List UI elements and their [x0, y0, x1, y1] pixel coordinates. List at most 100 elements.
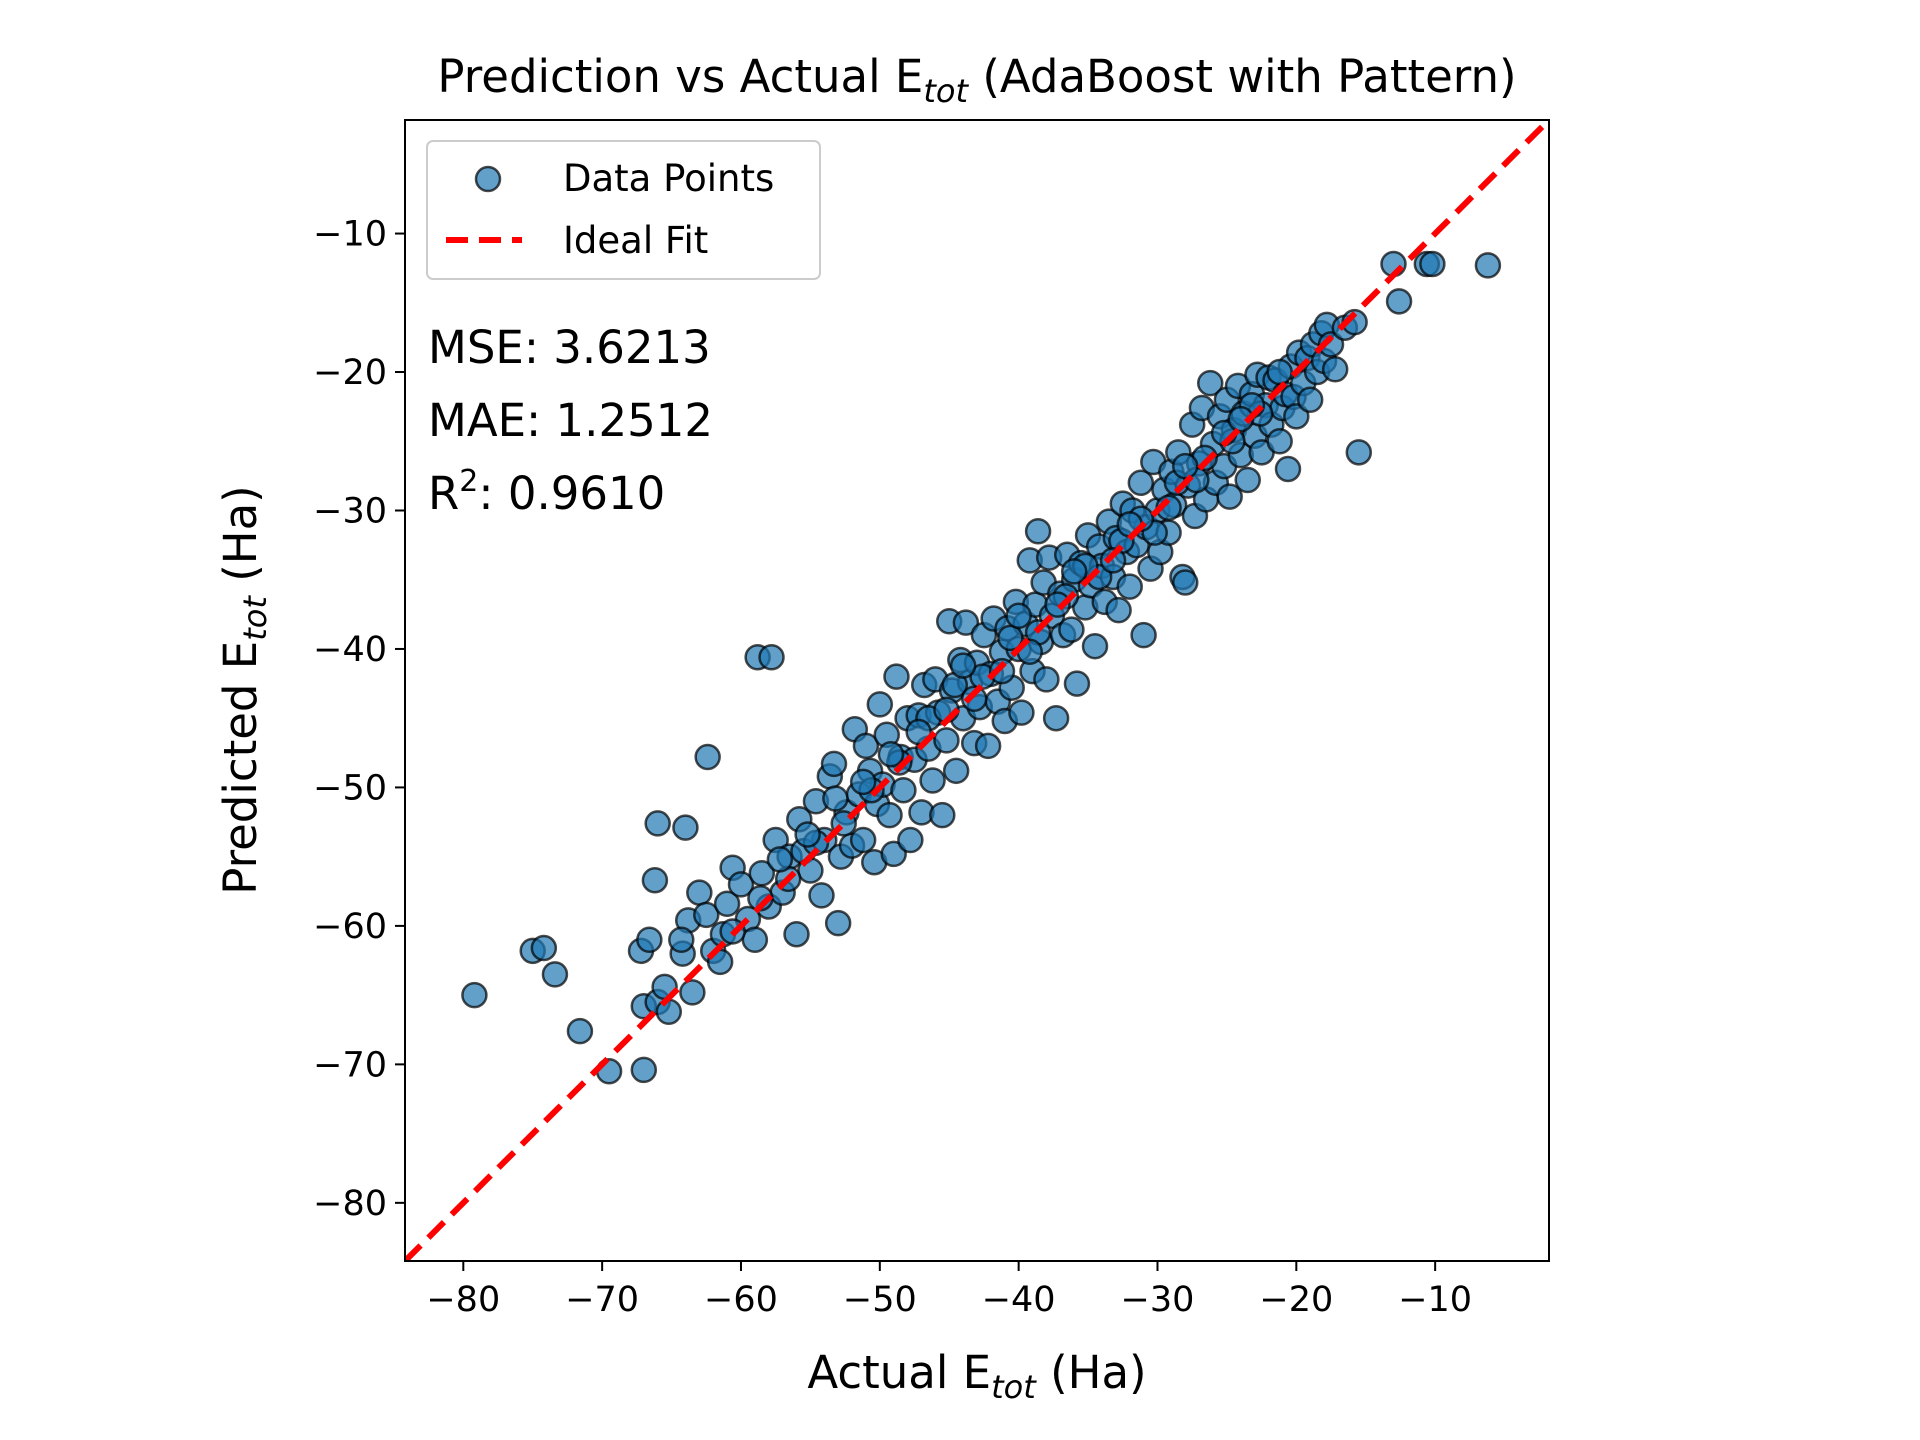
data-point: [1105, 596, 1132, 624]
data-point: [933, 727, 960, 754]
data-point: [1130, 621, 1157, 649]
data-point: [949, 652, 977, 679]
y-tick-label: −80: [313, 1184, 387, 1224]
data-point: [1321, 355, 1349, 383]
data-point: [727, 871, 755, 898]
mse-annotation: MSE: 3.6213: [428, 321, 711, 374]
data-point: [1196, 369, 1224, 397]
data-point: [686, 879, 713, 906]
data-point: [952, 609, 980, 636]
data-point: [824, 909, 852, 937]
legend-label-data-points: Data Points: [563, 157, 774, 200]
data-point: [905, 718, 932, 746]
data-point: [694, 743, 721, 771]
data-point: [644, 810, 671, 837]
data-point: [530, 934, 558, 962]
legend-frame: [426, 140, 821, 280]
y-tick-label: −50: [313, 768, 387, 808]
y-tick-label: −40: [313, 630, 387, 670]
data-point: [713, 890, 741, 917]
plot-area: [404, 119, 1550, 1262]
y-axis-ticks: −80 −70 −60 −50 −40 −30 −20 −10: [313, 215, 405, 1224]
data-point: [1419, 250, 1446, 278]
data-point: [1024, 518, 1052, 545]
x-tick-label: −30: [1121, 1280, 1195, 1320]
data-point: [1127, 469, 1155, 497]
data-point: [942, 757, 970, 785]
x-tick-label: −50: [843, 1280, 917, 1320]
legend: Data Points Ideal Fit: [426, 140, 821, 280]
data-point: [758, 644, 785, 671]
data-point: [668, 926, 695, 953]
data-point: [741, 926, 769, 953]
data-point: [794, 821, 821, 848]
y-tick-label: −10: [313, 215, 387, 255]
x-axis-label: Actual Etot (Ha): [807, 1346, 1146, 1406]
data-point: [1345, 439, 1373, 466]
data-point: [919, 767, 946, 794]
data-point: [1058, 616, 1085, 643]
data-point: [672, 814, 699, 841]
data-point: [783, 920, 810, 948]
data-point: [1008, 699, 1035, 726]
y-tick-label: −60: [313, 907, 387, 947]
data-point: [1042, 704, 1070, 732]
data-point: [1081, 632, 1109, 660]
data-point: [890, 776, 917, 804]
data-point: [461, 981, 488, 1009]
data-point: [1385, 288, 1413, 315]
data-point: [1063, 670, 1091, 697]
r2-annotation: R2: 0.9610: [428, 464, 665, 520]
x-tick-label: −40: [982, 1280, 1056, 1320]
data-point: [679, 979, 706, 1006]
y-axis-label: Predicted Etot (Ha): [214, 485, 274, 895]
y-tick-label: −30: [313, 491, 387, 531]
data-point: [1266, 358, 1293, 386]
data-point: [1005, 602, 1032, 629]
data-point: [883, 663, 910, 690]
data-point: [1099, 547, 1127, 574]
data-point: [852, 732, 880, 760]
data-point: [808, 882, 835, 909]
x-tick-label: −70: [565, 1280, 639, 1320]
data-point: [1033, 666, 1060, 693]
y-tick-label: −20: [313, 353, 387, 393]
data-point: [693, 901, 720, 929]
data-point: [1266, 428, 1293, 455]
data-point: [1474, 252, 1502, 279]
data-point: [822, 785, 849, 812]
x-tick-label: −20: [1259, 1280, 1333, 1320]
data-point: [1172, 569, 1199, 596]
x-tick-label: −60: [704, 1280, 778, 1320]
data-points: [461, 250, 1502, 1085]
data-point: [988, 657, 1016, 685]
data-point: [1116, 573, 1143, 600]
data-point: [630, 1056, 658, 1084]
data-point: [1274, 455, 1302, 483]
x-tick-label: −80: [426, 1280, 500, 1320]
data-point: [766, 846, 794, 873]
data-point: [1044, 591, 1071, 618]
data-point: [641, 866, 669, 894]
data-point: [849, 768, 877, 796]
data-point: [929, 801, 956, 829]
y-tick-label: −70: [313, 1045, 387, 1085]
ideal-fit-line: [405, 120, 1549, 1261]
plot-frame: [404, 119, 1550, 1262]
data-point: [876, 801, 903, 829]
data-point: [866, 691, 894, 718]
legend-label-ideal-fit: Ideal Fit: [563, 219, 708, 262]
data-point: [877, 740, 905, 768]
mae-annotation: MAE: 1.2512: [428, 394, 713, 447]
data-point: [1216, 483, 1243, 510]
data-point: [960, 685, 988, 713]
data-point: [1296, 386, 1324, 413]
data-point: [1060, 558, 1088, 585]
x-tick-label: −10: [1398, 1280, 1472, 1320]
data-point: [541, 961, 569, 988]
data-point: [1234, 466, 1261, 494]
legend-marker-data-points: [474, 165, 502, 193]
data-point: [655, 998, 683, 1026]
chart-title: Prediction vs Actual Etot (AdaBoost with…: [437, 50, 1516, 110]
